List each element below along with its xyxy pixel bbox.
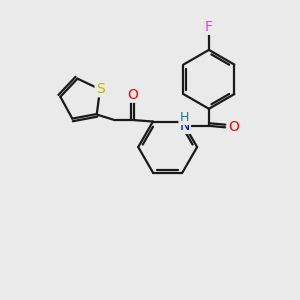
Text: O: O: [127, 88, 138, 102]
Text: F: F: [205, 20, 213, 34]
Text: S: S: [96, 82, 104, 96]
Text: H: H: [180, 111, 189, 124]
Text: N: N: [180, 119, 190, 133]
Text: O: O: [229, 120, 239, 134]
